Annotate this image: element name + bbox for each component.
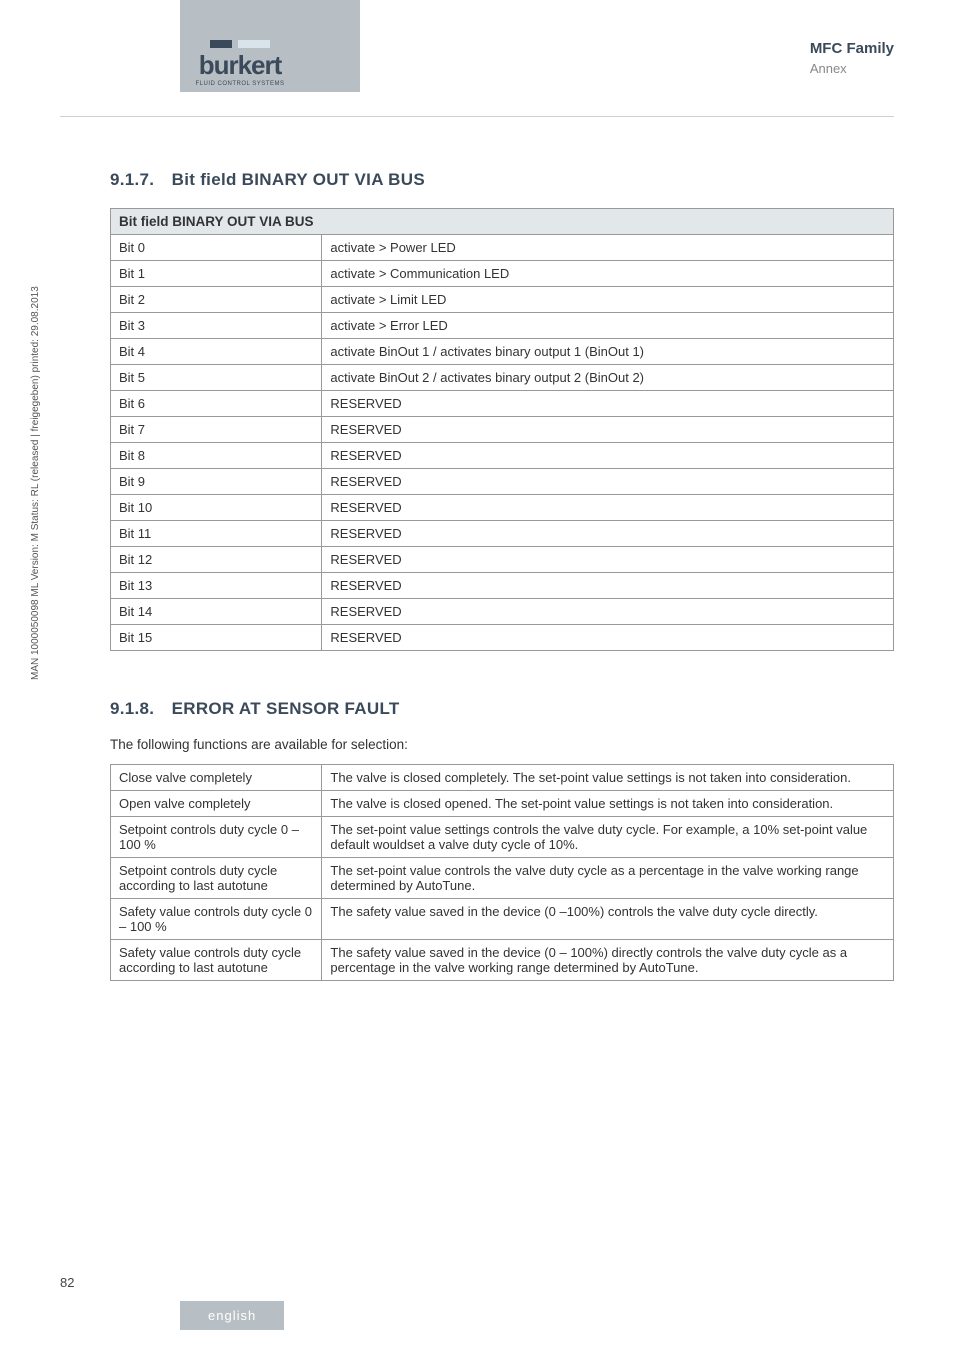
- heading-bitfield: 9.1.7. Bit field BINARY OUT VIA BUS: [110, 170, 894, 190]
- desc-cell: RESERVED: [322, 469, 894, 495]
- bit-cell: Bit 9: [111, 469, 322, 495]
- header-rule: [60, 116, 894, 117]
- table-row: Bit 14RESERVED: [111, 599, 894, 625]
- desc-cell: The valve is closed opened. The set-poin…: [322, 791, 894, 817]
- desc-cell: RESERVED: [322, 573, 894, 599]
- desc-cell: The valve is closed completely. The set-…: [322, 765, 894, 791]
- label-cell: Setpoint controls duty cycle according t…: [111, 858, 322, 899]
- desc-cell: activate BinOut 2 / activates binary out…: [322, 365, 894, 391]
- desc-cell: The safety value saved in the device (0 …: [322, 940, 894, 981]
- desc-cell: RESERVED: [322, 443, 894, 469]
- bit-cell: Bit 13: [111, 573, 322, 599]
- table-row: Bit 4activate BinOut 1 / activates binar…: [111, 339, 894, 365]
- bitfield-table: Bit field BINARY OUT VIA BUS Bit 0activa…: [110, 208, 894, 651]
- logo-subtext: FLUID CONTROL SYSTEMS: [180, 81, 300, 87]
- table-row: Bit 7RESERVED: [111, 417, 894, 443]
- desc-cell: The safety value saved in the device (0 …: [322, 899, 894, 940]
- bit-cell: Bit 10: [111, 495, 322, 521]
- doc-family: MFC Family: [810, 40, 894, 57]
- table-row: Open valve completelyThe valve is closed…: [111, 791, 894, 817]
- bit-cell: Bit 5: [111, 365, 322, 391]
- desc-cell: RESERVED: [322, 417, 894, 443]
- desc-cell: RESERVED: [322, 391, 894, 417]
- desc-cell: RESERVED: [322, 521, 894, 547]
- desc-cell: RESERVED: [322, 495, 894, 521]
- desc-cell: activate BinOut 1 / activates binary out…: [322, 339, 894, 365]
- bit-cell: Bit 0: [111, 235, 322, 261]
- bit-cell: Bit 1: [111, 261, 322, 287]
- bitfield-table-header: Bit field BINARY OUT VIA BUS: [111, 209, 894, 235]
- table-row: Setpoint controls duty cycle according t…: [111, 858, 894, 899]
- logo-bars-icon: [210, 40, 270, 48]
- side-meta-text: MAN 1000050098 ML Version: M Status: RL …: [30, 286, 41, 680]
- table-row: Bit 0activate > Power LED: [111, 235, 894, 261]
- bit-cell: Bit 2: [111, 287, 322, 313]
- table-row: Bit 3activate > Error LED: [111, 313, 894, 339]
- bit-cell: Bit 15: [111, 625, 322, 651]
- footer-language-tab: english: [180, 1301, 284, 1330]
- bit-cell: Bit 3: [111, 313, 322, 339]
- table-row: Bit 8RESERVED: [111, 443, 894, 469]
- table-row: Bit 6RESERVED: [111, 391, 894, 417]
- error-intro: The following functions are available fo…: [110, 737, 894, 752]
- desc-cell: activate > Limit LED: [322, 287, 894, 313]
- table-row: Bit 5activate BinOut 2 / activates binar…: [111, 365, 894, 391]
- desc-cell: The set-point value controls the valve d…: [322, 858, 894, 899]
- desc-cell: RESERVED: [322, 547, 894, 573]
- table-row: Bit 15RESERVED: [111, 625, 894, 651]
- doc-section: Annex: [810, 61, 894, 76]
- table-row: Bit 10RESERVED: [111, 495, 894, 521]
- table-row: Bit 13RESERVED: [111, 573, 894, 599]
- bit-cell: Bit 4: [111, 339, 322, 365]
- header-right: MFC Family Annex: [810, 40, 894, 76]
- label-cell: Open valve completely: [111, 791, 322, 817]
- label-cell: Setpoint controls duty cycle 0 – 100 %: [111, 817, 322, 858]
- label-cell: Safety value controls duty cycle 0 – 100…: [111, 899, 322, 940]
- table-row: Bit 2activate > Limit LED: [111, 287, 894, 313]
- bit-cell: Bit 12: [111, 547, 322, 573]
- desc-cell: activate > Communication LED: [322, 261, 894, 287]
- bit-cell: Bit 14: [111, 599, 322, 625]
- bit-cell: Bit 6: [111, 391, 322, 417]
- table-row: Safety value controls duty cycle 0 – 100…: [111, 899, 894, 940]
- page-content: 9.1.7. Bit field BINARY OUT VIA BUS Bit …: [110, 170, 894, 981]
- table-row: Setpoint controls duty cycle 0 – 100 %Th…: [111, 817, 894, 858]
- desc-cell: RESERVED: [322, 625, 894, 651]
- heading-error: 9.1.8. ERROR AT SENSOR FAULT: [110, 699, 894, 719]
- desc-cell: The set-point value settings controls th…: [322, 817, 894, 858]
- table-row: Bit 11RESERVED: [111, 521, 894, 547]
- page-number: 82: [60, 1275, 74, 1290]
- label-cell: Close valve completely: [111, 765, 322, 791]
- logo-text: burkert: [180, 50, 300, 81]
- error-table: Close valve completelyThe valve is close…: [110, 764, 894, 981]
- bit-cell: Bit 8: [111, 443, 322, 469]
- table-row: Bit 9RESERVED: [111, 469, 894, 495]
- table-row: Close valve completelyThe valve is close…: [111, 765, 894, 791]
- desc-cell: activate > Error LED: [322, 313, 894, 339]
- desc-cell: RESERVED: [322, 599, 894, 625]
- bit-cell: Bit 7: [111, 417, 322, 443]
- table-row: Bit 1activate > Communication LED: [111, 261, 894, 287]
- logo: burkert FLUID CONTROL SYSTEMS: [180, 40, 300, 87]
- bit-cell: Bit 11: [111, 521, 322, 547]
- desc-cell: activate > Power LED: [322, 235, 894, 261]
- table-row: Safety value controls duty cycle accordi…: [111, 940, 894, 981]
- table-row: Bit 12RESERVED: [111, 547, 894, 573]
- label-cell: Safety value controls duty cycle accordi…: [111, 940, 322, 981]
